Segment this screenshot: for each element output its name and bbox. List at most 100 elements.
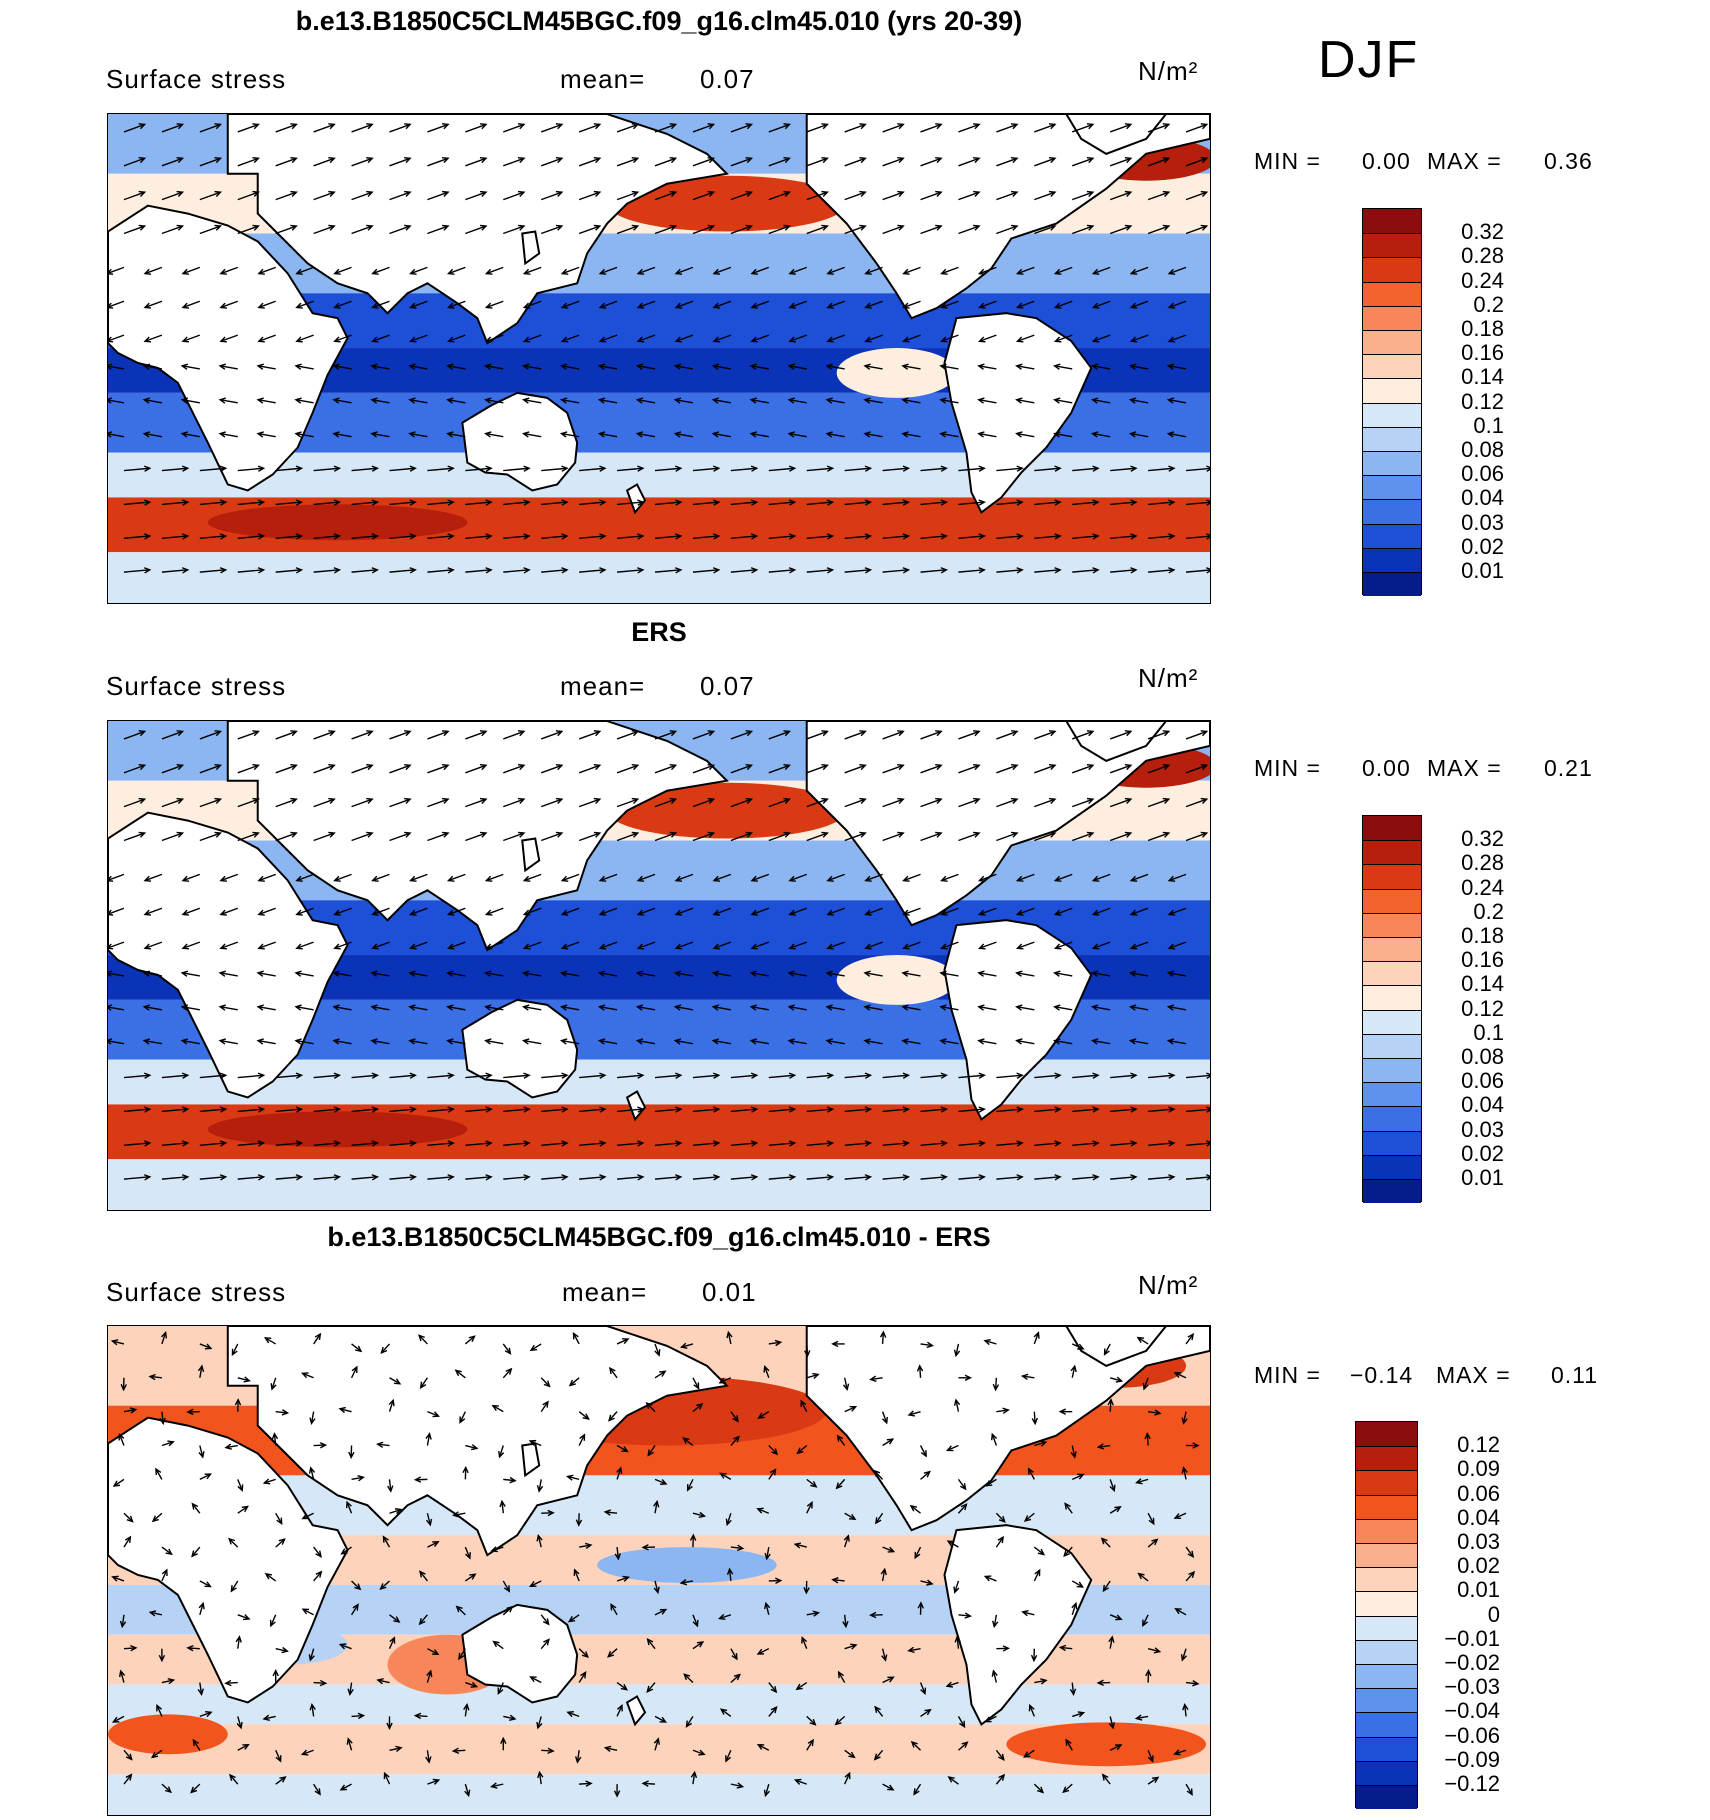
stress-vector <box>806 832 828 842</box>
vector-arrowhead <box>726 1330 733 1339</box>
vector-arrowhead <box>447 533 455 540</box>
vector-arrowhead <box>125 1773 133 1781</box>
stress-vector <box>273 1433 277 1446</box>
vector-arrowhead <box>506 1605 514 1613</box>
vector-arrowhead <box>812 1372 820 1380</box>
stress-vector <box>1184 1704 1187 1717</box>
vector-arrowhead <box>939 397 947 404</box>
stress-vector <box>199 764 221 774</box>
stress-vector <box>654 1608 667 1616</box>
stress-vector <box>465 798 487 808</box>
vector-arrowhead <box>404 797 412 804</box>
vector-arrowhead <box>843 1534 850 1542</box>
variable-label: Surface stress <box>106 64 287 94</box>
stress-vector <box>1072 1712 1084 1718</box>
stress-vector <box>1092 365 1111 370</box>
stress-vector <box>389 123 411 133</box>
vector-arrowhead <box>371 567 380 574</box>
vector-arrowhead <box>256 397 264 404</box>
stress-vector <box>410 907 428 916</box>
stress-vector <box>275 1538 286 1548</box>
stress-vector <box>389 798 411 808</box>
stress-vector <box>1029 1705 1035 1717</box>
stress-vector <box>351 764 373 774</box>
vector-arrowhead <box>497 1687 504 1695</box>
vector-arrowhead <box>793 1778 802 1785</box>
stress-vector <box>1110 1074 1137 1079</box>
vector-arrowhead <box>631 157 640 164</box>
stress-vector <box>616 1467 622 1480</box>
stress-vector <box>764 1783 770 1796</box>
stress-vector <box>789 907 807 916</box>
vector-arrowhead <box>1129 302 1138 309</box>
stress-vector <box>958 1176 985 1180</box>
stress-vector <box>485 1006 504 1011</box>
stress-vector <box>1109 730 1132 740</box>
stress-vector <box>599 334 618 342</box>
stress-vector <box>502 1580 510 1592</box>
mean-value: 0.07 <box>700 64 755 94</box>
units-label: N/m² <box>1138 56 1199 86</box>
stress-vector <box>958 832 980 842</box>
vector-arrowhead <box>110 1339 119 1346</box>
vector-arrowhead <box>939 363 947 370</box>
vector-arrowhead <box>138 764 147 771</box>
stress-vector <box>1054 972 1073 977</box>
stress-vector <box>730 535 757 539</box>
vector-arrowhead <box>1015 943 1024 950</box>
stress-vector <box>313 798 335 808</box>
stress-vector <box>826 432 845 438</box>
vector-arrowhead <box>111 1575 119 1582</box>
stress-vector <box>920 798 942 808</box>
stress-vector <box>541 1142 568 1146</box>
stress-vector <box>123 1536 131 1548</box>
vector-arrowhead <box>1053 302 1062 309</box>
stress-vector <box>958 535 985 539</box>
vector-arrowhead <box>1128 1004 1137 1011</box>
vector-arrowhead <box>1115 1376 1124 1383</box>
vector-arrowhead <box>257 465 266 472</box>
stress-vector <box>562 266 580 275</box>
vector-arrowhead <box>1162 764 1171 771</box>
stress-vector <box>123 764 145 774</box>
vector-arrowhead <box>712 465 721 472</box>
vector-arrowhead <box>290 123 298 130</box>
vector-arrowhead <box>484 970 492 977</box>
vector-arrowhead <box>1090 970 1099 977</box>
vector-arrowhead <box>940 336 948 343</box>
vector-arrowhead <box>631 797 640 804</box>
vector-arrowhead <box>593 123 602 130</box>
stress-vector <box>313 1546 322 1557</box>
vector-arrowhead <box>354 1583 362 1591</box>
stress-vector <box>1072 157 1094 167</box>
vector-arrowhead <box>606 1650 615 1658</box>
colorbar-tick-label: 0.1 <box>1473 412 1504 438</box>
max-label: MAX = <box>1427 148 1502 174</box>
vector-arrowhead <box>159 1417 166 1426</box>
vector-arrowhead <box>1206 533 1210 540</box>
vector-arrowhead <box>787 397 795 404</box>
stress-vector <box>958 123 980 133</box>
stress-vector <box>351 123 373 133</box>
stress-vector <box>605 1511 618 1514</box>
stress-vector <box>1185 832 1207 842</box>
vector-arrowhead <box>561 567 569 574</box>
stress-vector <box>426 1513 431 1525</box>
vector-arrowhead <box>328 831 336 838</box>
vector-arrowhead <box>561 1174 569 1181</box>
vector-arrowhead <box>1092 465 1100 472</box>
vector-arrowhead <box>864 567 873 574</box>
stress-vector <box>806 569 833 573</box>
vector-arrowhead <box>788 268 796 275</box>
stress-vector <box>237 764 259 774</box>
stress-map-model <box>107 113 1211 604</box>
vector-arrowhead <box>749 397 758 404</box>
stress-vector <box>503 191 525 201</box>
stress-vector <box>844 1512 856 1520</box>
stress-vector <box>832 1578 845 1582</box>
vector-arrowhead <box>973 764 981 771</box>
stress-vector <box>540 764 563 774</box>
vector-arrowhead <box>1148 1517 1155 1526</box>
vector-arrowhead <box>1023 1751 1031 1758</box>
stress-vector <box>940 365 959 370</box>
